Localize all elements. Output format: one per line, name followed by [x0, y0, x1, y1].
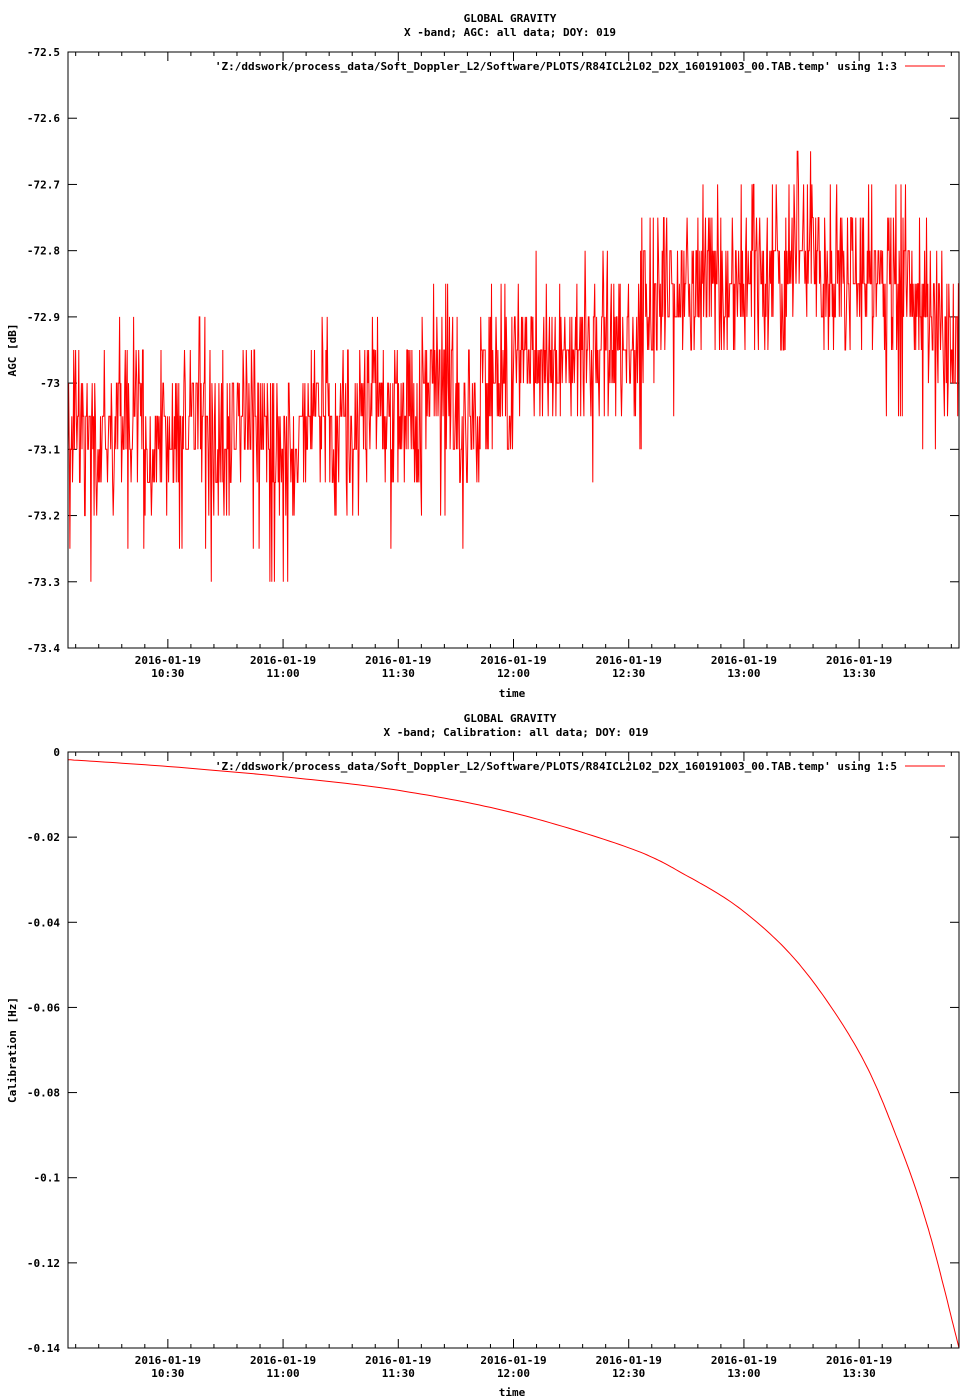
y-tick-label: -73.1	[27, 443, 60, 456]
x-tick-date-label: 2016-01-19	[596, 654, 662, 667]
x-tick-time-label: 13:00	[727, 1367, 760, 1380]
y-tick-label: -0.14	[27, 1342, 60, 1355]
agc-plot-frame	[67, 51, 960, 649]
x-tick-date-label: 2016-01-19	[826, 654, 892, 667]
y-tick-label: -73	[40, 377, 60, 390]
x-tick-date-label: 2016-01-19	[135, 654, 201, 667]
agc-x-axis: 2016-01-1910:302016-01-1911:002016-01-19…	[75, 52, 952, 680]
y-tick-label: 0	[53, 746, 60, 759]
y-tick-label: -73.2	[27, 510, 60, 523]
x-tick-date-label: 2016-01-19	[250, 1354, 316, 1367]
x-tick-date-label: 2016-01-19	[826, 1354, 892, 1367]
y-tick-label: -0.04	[27, 916, 60, 929]
agc-chart: GLOBAL GRAVITY X -band; AGC: all data; D…	[6, 12, 960, 700]
x-tick-time-label: 10:30	[151, 667, 184, 680]
y-tick-label: -0.1	[34, 1172, 61, 1185]
x-tick-time-label: 10:30	[151, 1367, 184, 1380]
x-tick-time-label: 11:30	[382, 667, 415, 680]
calibration-chart: GLOBAL GRAVITY X -band; Calibration: all…	[6, 712, 960, 1399]
x-tick-time-label: 13:30	[843, 667, 876, 680]
calibration-series-line	[67, 759, 960, 1349]
agc-chart-title: GLOBAL GRAVITY	[464, 12, 557, 25]
y-tick-label: -73.4	[27, 642, 60, 655]
x-tick-time-label: 11:30	[382, 1367, 415, 1380]
x-tick-time-label: 13:30	[843, 1367, 876, 1380]
calibration-x-label: time	[499, 1386, 526, 1399]
y-tick-label: -72.9	[27, 311, 60, 324]
x-tick-time-label: 13:00	[727, 667, 760, 680]
agc-y-label: AGC [dB]	[6, 324, 19, 377]
x-tick-time-label: 11:00	[267, 1367, 300, 1380]
x-tick-time-label: 12:30	[612, 1367, 645, 1380]
agc-series-line	[67, 150, 959, 582]
y-tick-label: -73.3	[27, 576, 60, 589]
calibration-legend-text: 'Z:/ddswork/process_data/Soft_Doppler_L2…	[215, 760, 897, 773]
x-tick-time-label: 12:00	[497, 667, 530, 680]
y-tick-label: -0.08	[27, 1087, 60, 1100]
x-tick-date-label: 2016-01-19	[711, 1354, 777, 1367]
x-tick-date-label: 2016-01-19	[711, 654, 777, 667]
calibration-y-label: Calibration [Hz]	[6, 997, 19, 1103]
x-tick-date-label: 2016-01-19	[480, 654, 546, 667]
y-tick-label: -0.02	[27, 831, 60, 844]
x-tick-time-label: 12:00	[497, 1367, 530, 1380]
agc-x-label: time	[499, 687, 526, 700]
calibration-chart-subtitle: X -band; Calibration: all data; DOY: 019	[384, 726, 649, 739]
y-tick-label: -0.12	[27, 1257, 60, 1270]
x-tick-date-label: 2016-01-19	[135, 1354, 201, 1367]
x-tick-date-label: 2016-01-19	[365, 1354, 431, 1367]
y-tick-label: -72.6	[27, 112, 60, 125]
x-tick-time-label: 12:30	[612, 667, 645, 680]
agc-y-axis: -72.5 -72.6 -72.7 -72.8 -72.9 -73 -73.1 -73.2 -7…	[27, 46, 959, 655]
x-tick-date-label: 2016-01-19	[365, 654, 431, 667]
agc-chart-subtitle: X -band; AGC: all data; DOY: 019	[404, 26, 616, 39]
x-tick-date-label: 2016-01-19	[250, 654, 316, 667]
calibration-chart-title: GLOBAL GRAVITY	[464, 712, 557, 725]
calibration-y-axis: 0 -0.02 -0.04 -0.06 -0.08 -0.1 -0.12 -0.14	[27, 746, 959, 1355]
y-tick-label: -0.06	[27, 1001, 60, 1014]
x-tick-date-label: 2016-01-19	[596, 1354, 662, 1367]
x-tick-date-label: 2016-01-19	[480, 1354, 546, 1367]
agc-legend-text: 'Z:/ddswork/process_data/Soft_Doppler_L2…	[215, 60, 897, 73]
y-tick-label: -72.7	[27, 178, 60, 191]
y-tick-label: -72.5	[27, 46, 60, 59]
y-tick-label: -72.8	[27, 245, 60, 258]
calibration-plot-frame	[67, 751, 960, 1349]
calibration-x-axis: 2016-01-1910:302016-01-1911:002016-01-19…	[75, 752, 952, 1380]
x-tick-time-label: 11:00	[267, 667, 300, 680]
